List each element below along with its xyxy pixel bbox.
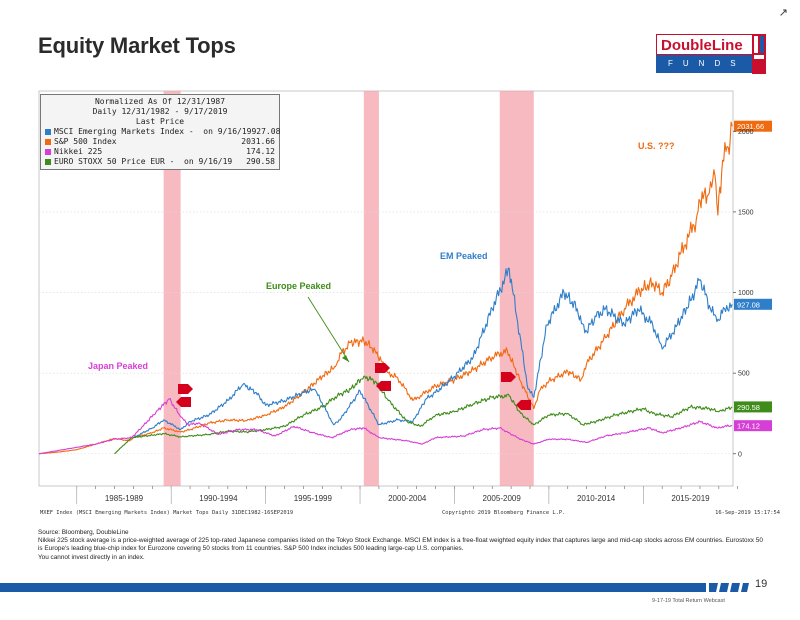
y-tick-label: 1500 [738,209,754,216]
annotation-em-peaked: EM Peaked [440,251,488,261]
annotation-japan-peaked: Japan Peaked [88,361,148,371]
peak-marker-em-2 [516,400,531,410]
shaded-period-2 [363,91,379,486]
footer-note: 9-17-19 Total Return Webcast [652,598,725,604]
x-tick-label: 1985-1989 [105,494,144,503]
peak-marker-japan-1 [178,384,193,394]
y-tick-label: 500 [738,371,750,378]
footer-stripes-icon [709,583,749,592]
page-number: 19 [755,578,768,590]
legend-label-eurostoxx: EURO STOXX 50 Price EUR - on 9/16/19 [54,157,233,166]
last-price-tag-bg [734,298,772,310]
series-line-msci-emerging-markets-index [133,267,733,439]
europe-peaked-arrow [307,296,350,363]
peak-marker-japan-2 [176,397,191,407]
last-price-tag-label: 2031.66 [737,122,764,131]
legend-swatch-eurostoxx [45,159,51,165]
legend-label-nikkei: Nikkei 225 [54,147,103,156]
legend-swatch-msci-em [45,129,51,135]
x-tick-label: 2000-2004 [388,494,427,503]
legend-entry-sp500: S&P 500 Index 2031.66 [45,137,275,147]
y-tick-label: 2000 [738,129,754,136]
y-tick-label: 1000 [738,290,754,297]
europe-peaked-arrowhead [342,355,349,362]
series-line-nikkei-225 [38,397,733,455]
last-price-tag-label: 174.12 [737,422,760,431]
slide-title: Equity Market Tops [38,33,236,58]
legend-header-3: Last Price [135,117,185,126]
source-notes: Source: Bloomberg, DoubleLine Nikkei 225… [38,529,768,562]
legend-entry-msci-em: MSCI Emerging Markets Index - on 9/16/19… [45,127,280,137]
last-price-tag-label: 927.08 [737,300,760,309]
legend-label-sp500: S&P 500 Index [54,137,117,146]
source-line: Source: Bloomberg, DoubleLine [38,529,129,536]
last-price-tag-label: 290.58 [737,403,760,412]
footer-bar [0,583,706,592]
shaded-period-1 [163,91,181,486]
legend-swatch-sp500 [45,139,51,145]
legend-header-2: Daily 12/31/1982 - 9/17/2019 [92,107,228,116]
annotation-us-question: U.S. ??? [638,141,675,151]
x-tick-label: 1990-1994 [199,494,238,503]
x-tick-label: 2005-2009 [483,494,522,503]
annotation-europe-peaked: Europe Peaked [266,281,331,291]
last-price-tag-bg [734,401,772,413]
shaded-period-3 [499,91,534,486]
chart-legend: Normalized As Of 12/31/1987 Daily 12/31/… [40,94,280,170]
y-tick-label: 0 [738,451,742,458]
chart-footer-left: MXEF Index (MSCI Emerging Markets Index)… [40,510,293,516]
legend-header-1: Normalized As Of 12/31/1987 [94,97,226,106]
doubleline-logo: DoubleLine FUNDS [656,34,768,74]
x-tick-label: 2010-2014 [577,494,616,503]
logo-top-text: DoubleLine [656,34,752,55]
legend-value-eurostoxx: 290.58 [246,157,275,166]
logo-mark-icon [752,34,766,74]
legend-swatch-nikkei [45,149,51,155]
peak-marker-em-1 [501,372,516,382]
last-price-tag-bg [734,120,772,132]
chart-footer-right: 16-Sep-2019 15:17:54 [715,510,780,516]
legend-entry-eurostoxx: EURO STOXX 50 Price EUR - on 9/16/19 290… [45,157,275,167]
x-tick-label: 2015-2019 [671,494,710,503]
legend-entry-nikkei: Nikkei 225 174.12 [45,147,275,157]
peak-marker-europe-2 [376,381,391,391]
index-descriptions: Nikkei 225 stock average is a price-weig… [38,537,763,553]
chart-area: 2031.66 927.08 290.58 174.12 0 500 1000 1500 20… [38,90,782,520]
logo-bottom-text: FUNDS [656,55,752,73]
last-price-tag-bg [734,420,772,432]
disclaimer: You cannot invest directly in an index. [38,553,145,561]
x-tick-label: 1995-1999 [294,494,333,503]
legend-value-msci-em: 927.08 [251,127,281,136]
expand-icon[interactable]: ↗︎ [778,7,788,19]
legend-label-msci-em: MSCI Emerging Markets Index - on 9/16/19 [54,127,252,136]
legend-value-nikkei: 174.12 [246,147,275,156]
peak-marker-europe-1 [375,363,390,373]
chart-footer-center: Copyright© 2019 Bloomberg Finance L.P. [442,510,565,516]
legend-value-sp500: 2031.66 [241,137,275,146]
series-line-euro-stoxx-50-price-eur [114,375,733,455]
